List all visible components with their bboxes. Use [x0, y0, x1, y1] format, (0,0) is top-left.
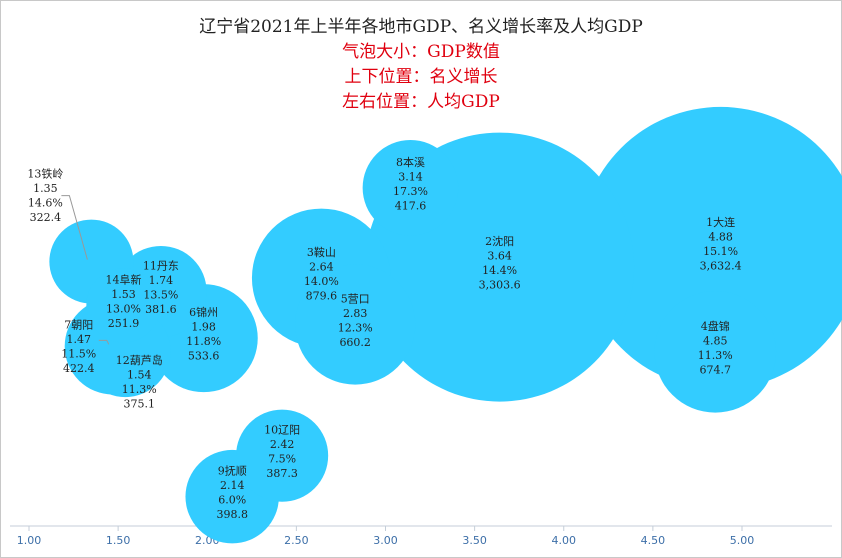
label-leader-line — [61, 195, 88, 260]
bubble-label-14阜新: 14阜新 1.53 13.0% 251.9 — [105, 272, 141, 330]
bubble-8本溪[interactable] — [362, 139, 459, 236]
bubble-label-8本溪: 8本溪 3.14 17.3% 417.6 — [393, 155, 428, 213]
x-tick-label: 1.50 — [106, 534, 131, 547]
label-leader-line — [98, 339, 110, 345]
x-tick-label: 1.00 — [17, 534, 42, 547]
subtitle-horizontal: 左右位置：人均GDP — [342, 92, 500, 112]
bubble-label-6锦州: 6锦州 1.98 11.8% 533.6 — [186, 305, 221, 363]
subtitle-vertical: 上下位置：名义增长 — [344, 67, 498, 87]
x-tick-label: 2.50 — [284, 534, 309, 547]
bubble-14阜新[interactable] — [86, 268, 161, 343]
bubble-label-12葫芦岛: 12葫芦岛 1.54 11.3% 375.1 — [116, 353, 163, 411]
bubble-label-9抚顺: 9抚顺 2.14 6.0% 398.8 — [216, 464, 248, 521]
x-tick-label: 4.50 — [641, 534, 666, 547]
bubble-label-11丹东: 11丹东 1.74 13.5% 381.6 — [143, 260, 179, 317]
bubble-label-3鞍山: 3鞍山 2.64 14.0% 879.6 — [304, 245, 339, 303]
bubble-label-4盘锦: 4盘锦 4.85 11.3% 674.7 — [698, 319, 733, 377]
bubble-4盘锦[interactable] — [654, 291, 777, 413]
x-tick-label: 3.50 — [462, 534, 487, 547]
x-tick-label: 3.00 — [373, 534, 398, 547]
bubble-label-10辽阳: 10辽阳 2.42 7.5% 387.3 — [264, 424, 300, 481]
x-tick-label: 5.00 — [730, 534, 755, 547]
bubble-10辽阳[interactable] — [236, 409, 329, 502]
bubble-label-2沈阳: 2沈阳 3.64 14.4% 3,303.6 — [479, 234, 521, 291]
subtitle-bubble-size: 气泡大小：GDP数值 — [342, 42, 500, 62]
bubble-5营口[interactable] — [295, 264, 416, 385]
x-tick-label: 4.00 — [552, 534, 577, 547]
bubble-label-13铁岭: 13铁岭 1.35 14.6% 322.4 — [27, 167, 63, 225]
bubble-label-5营口: 5营口 2.83 12.3% 660.2 — [338, 291, 373, 349]
bubble-label-7朝阳: 7朝阳 1.47 11.5% 422.4 — [61, 318, 96, 375]
bubble-label-1大连: 1大连 4.88 15.1% 3,632.4 — [700, 215, 742, 273]
chart-title: 辽宁省2021年上半年各地市GDP、名义增长率及人均GDP — [199, 17, 643, 37]
bubble-1大连[interactable] — [579, 106, 842, 389]
